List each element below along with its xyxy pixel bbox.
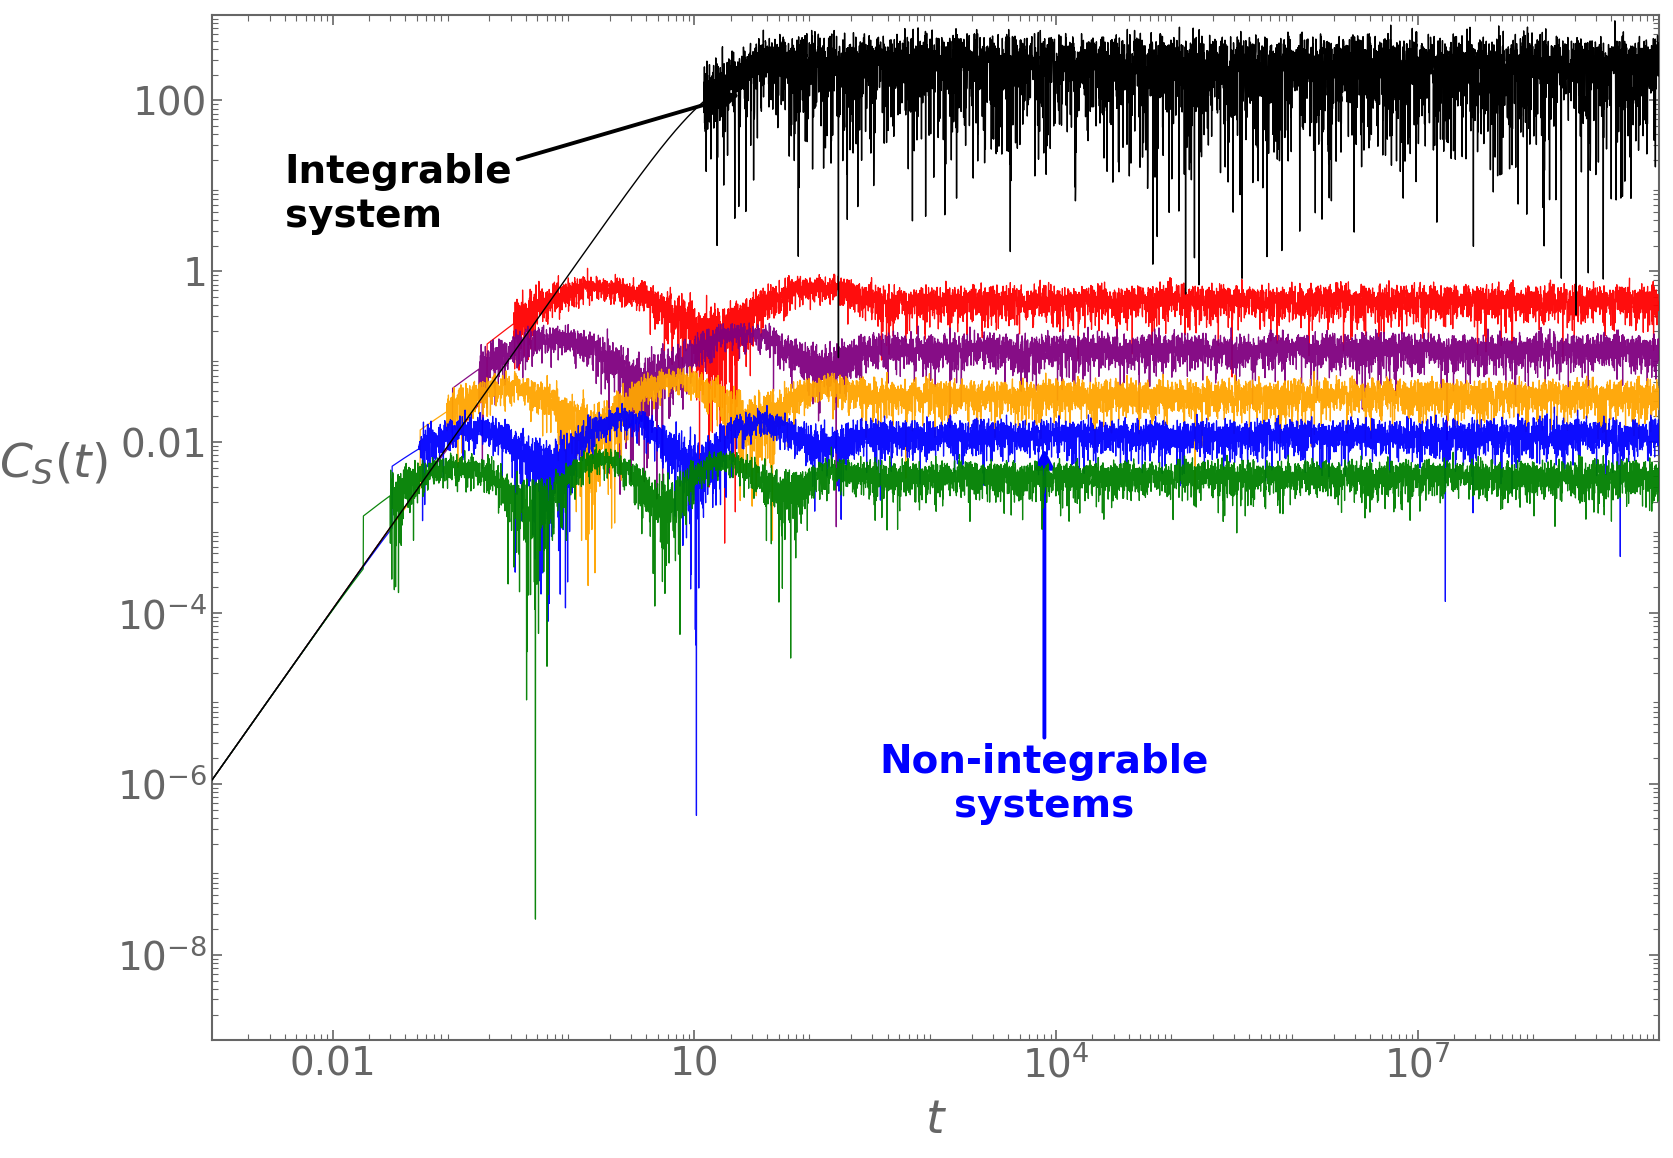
- Y-axis label: $C_S(t)$: $C_S(t)$: [0, 441, 107, 486]
- Text: Non-integrable
systems: Non-integrable systems: [880, 453, 1208, 826]
- X-axis label: t: t: [925, 1098, 944, 1143]
- Text: Integrable
system: Integrable system: [284, 93, 734, 235]
